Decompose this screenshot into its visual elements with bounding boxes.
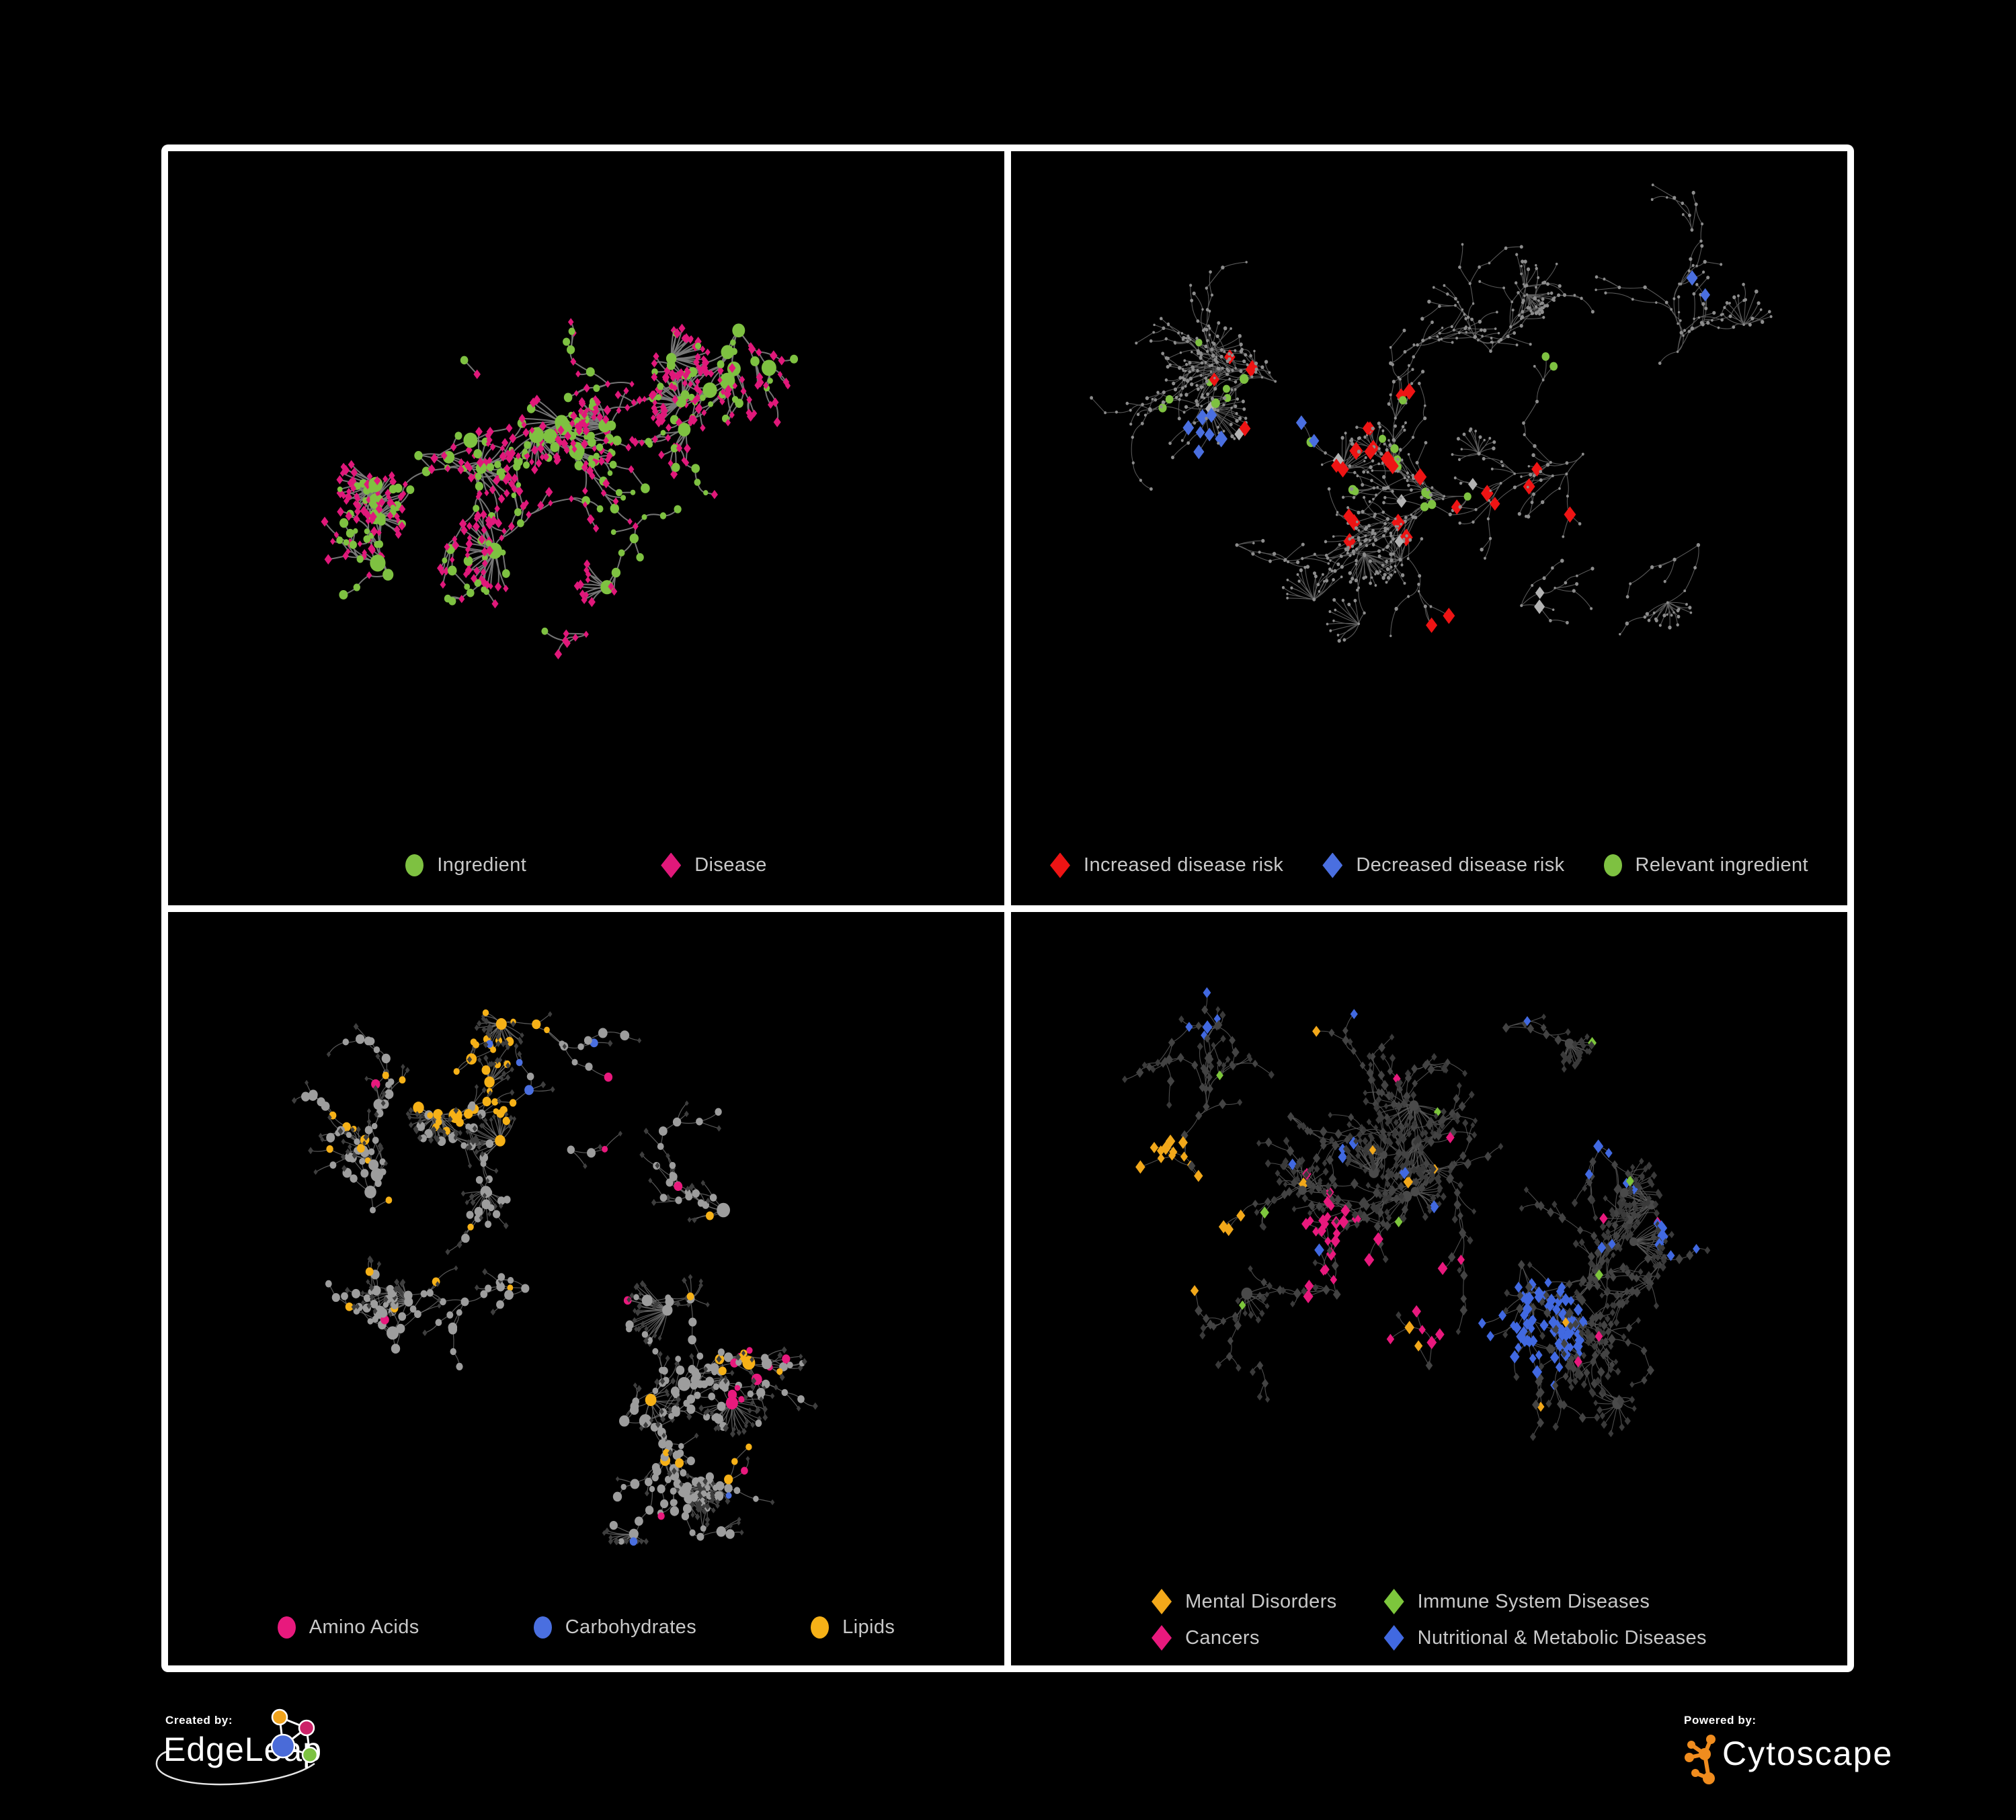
diamond-swatch-icon: [1322, 852, 1343, 878]
legend-item-relevant-ingredient: Relevant ingredient: [1603, 854, 1809, 876]
diamond-swatch-icon: [1383, 1625, 1404, 1651]
legend-disease-classes: Mental Disorders Immune System Diseases Ca…: [1011, 1589, 1847, 1651]
legend-item-cancers: Cancers: [1152, 1625, 1260, 1651]
legend-label: Lipids: [842, 1616, 895, 1638]
powered-by-label: Powered by:: [1684, 1714, 1757, 1727]
circle-swatch-icon: [811, 1616, 830, 1639]
legend-item-mental-disorders: Mental Disorders: [1152, 1589, 1337, 1614]
legend-item-immune-system-diseases: Immune System Diseases: [1383, 1589, 1650, 1614]
network-graph-disease-risk: [1090, 183, 1773, 643]
legend-item-decreased-disease-risk: Decreased disease risk: [1322, 852, 1565, 878]
legend-item-carbohydrates: Carbohydrates: [533, 1616, 697, 1639]
network-graph-disease-classes: [1122, 987, 1711, 1441]
legend-label: Relevant ingredient: [1635, 854, 1809, 876]
legend-label: Mental Disorders: [1185, 1590, 1337, 1612]
powered-by-block: Powered by: Cytoscape: [1681, 1706, 1936, 1820]
panel-nutrient-classes-network: Amino Acids Carbohydrates Lipids: [168, 911, 1004, 1665]
circle-swatch-icon: [1603, 854, 1622, 876]
panel-disease-risk-network: Increased disease risk Decreased disease …: [1011, 151, 1847, 905]
legend-label: Ingredient: [437, 854, 527, 876]
edgeleap-brand-text: EdgeLeap: [163, 1731, 323, 1768]
created-by-block: Created by: EdgeLeap: [151, 1706, 407, 1820]
legend-item-lipids: Lipids: [811, 1616, 895, 1639]
diamond-swatch-icon: [1152, 1625, 1172, 1651]
cytoscape-brand-text: Cytoscape: [1722, 1735, 1894, 1772]
legend-item-ingredient: Ingredient: [405, 854, 526, 876]
legend-label: Increased disease risk: [1083, 854, 1284, 876]
circle-swatch-icon: [533, 1616, 552, 1639]
panel-disease-classes-network: Mental Disorders Immune System Diseases Ca…: [1011, 911, 1847, 1665]
circle-swatch-icon: [405, 854, 424, 876]
legend-label: Carbohydrates: [565, 1616, 697, 1638]
legend-item-increased-disease-risk: Increased disease risk: [1049, 852, 1284, 878]
diamond-swatch-icon: [1049, 852, 1070, 878]
diamond-swatch-icon: [1383, 1589, 1404, 1614]
legend-item-disease: Disease: [661, 852, 767, 878]
legend-nutrient-classes: Amino Acids Carbohydrates Lipids: [168, 1616, 1004, 1639]
legend-label: Immune System Diseases: [1417, 1590, 1650, 1612]
legend-label: Decreased disease risk: [1356, 854, 1565, 876]
legend-ingredient-disease: Ingredient Disease: [168, 852, 1004, 878]
panel-ingredient-disease-network: Ingredient Disease: [168, 151, 1004, 905]
circle-swatch-icon: [277, 1616, 296, 1639]
diamond-swatch-icon: [661, 852, 682, 878]
figure-grid: Ingredient Disease Increased disease risk…: [161, 144, 1854, 1672]
network-graph-ingredient-disease: [321, 318, 799, 660]
legend-label: Cancers: [1185, 1626, 1260, 1649]
legend-label: Nutritional & Metabolic Diseases: [1417, 1626, 1707, 1649]
legend-label: Disease: [694, 854, 767, 876]
legend-disease-risk: Increased disease risk Decreased disease …: [1011, 852, 1847, 878]
network-graph-nutrient-classes: [291, 1009, 818, 1546]
legend-label: Amino Acids: [309, 1616, 419, 1638]
legend-item-amino-acids: Amino Acids: [277, 1616, 419, 1639]
legend-item-nutritional-metabolic-diseases: Nutritional & Metabolic Diseases: [1383, 1625, 1707, 1651]
diamond-swatch-icon: [1152, 1589, 1172, 1614]
created-by-label: Created by:: [165, 1714, 233, 1727]
